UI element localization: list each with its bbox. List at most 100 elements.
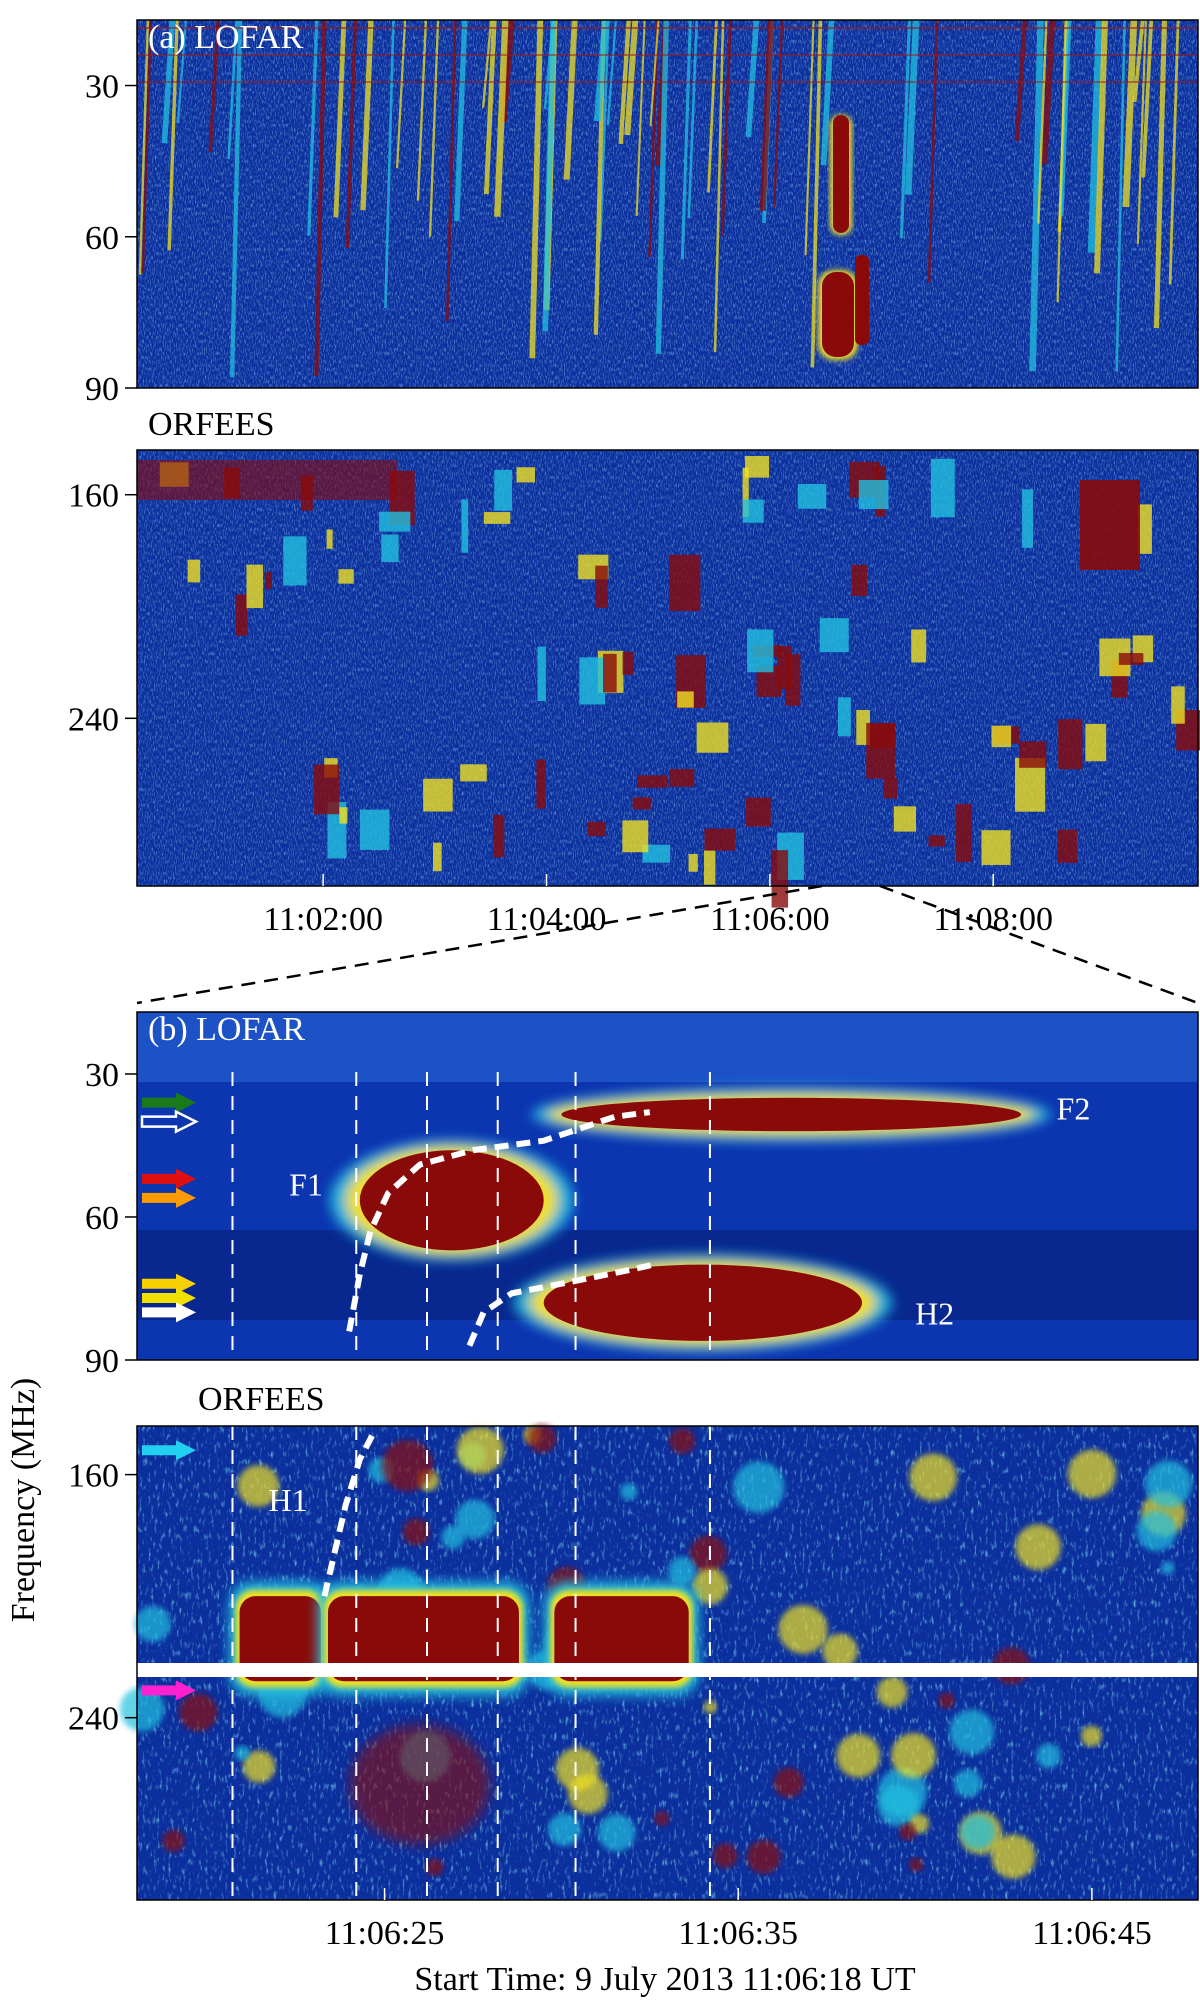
burst-streak <box>1037 19 1048 224</box>
burst-streak <box>141 19 153 274</box>
orfees-patch <box>877 1785 920 1827</box>
orfees-patch <box>1019 741 1047 768</box>
orfees-patch <box>960 1815 996 1850</box>
orfees-patch <box>179 1693 218 1732</box>
orfees-patch <box>162 1829 185 1852</box>
panel-b-lofar-top-band <box>137 1012 1198 1082</box>
orfees-patch <box>838 697 851 737</box>
burst-streak <box>307 19 319 236</box>
orfees-patch <box>991 1834 1036 1879</box>
marker-arrow <box>142 1302 196 1323</box>
panel-b-orfees-fits <box>321 1430 377 1597</box>
panel-b-orfees-frame <box>136 1425 1199 1901</box>
marker-arrow <box>142 1187 196 1208</box>
orfees-patch <box>134 1605 171 1643</box>
burst-streak <box>635 19 646 217</box>
orfees-patch <box>689 1535 727 1573</box>
marker-arrow <box>142 1680 196 1701</box>
orfees-patch <box>742 499 764 523</box>
orfees-patch <box>703 1700 718 1714</box>
x-tick-label: 11:06:35 <box>678 1915 798 1952</box>
orfees-patch <box>426 1858 444 1877</box>
panel-a-lofar: (a) LOFAR 30 60 90 <box>85 19 1199 408</box>
orfees-patch <box>527 1424 557 1453</box>
orfees-patch <box>455 1499 495 1539</box>
orfees-patch <box>928 835 945 847</box>
panel-a-label: (a) LOFAR <box>148 19 303 56</box>
orfees-patch <box>691 1568 728 1605</box>
orfees-patch <box>891 1732 936 1778</box>
y-tick-label: 240 <box>68 701 119 738</box>
y-tick-label: 160 <box>68 1458 119 1495</box>
orfees-patch <box>744 456 770 478</box>
panel-a-intense-burst <box>818 115 869 360</box>
orfees-patch <box>339 807 348 824</box>
marker-arrow <box>140 1109 199 1134</box>
orfees-patch <box>876 1676 908 1708</box>
orfees-patch <box>773 1767 804 1798</box>
burst-streak <box>227 19 238 160</box>
marker-arrow <box>142 1092 196 1113</box>
burst-streak <box>624 19 639 136</box>
orfees-patch <box>537 646 546 701</box>
orfees-patch <box>137 460 397 500</box>
orfees-patch <box>703 850 716 885</box>
orfees-patch <box>669 554 701 611</box>
orfees-patch <box>1085 723 1107 762</box>
orfees-patch <box>119 1687 165 1732</box>
orfees-patch <box>851 564 868 596</box>
orfees-patch <box>265 572 273 589</box>
burst-streak <box>360 19 374 211</box>
burst-streak <box>759 19 774 211</box>
panel-b-orfees-white-gap <box>137 1663 1198 1677</box>
feature-core <box>327 1596 519 1682</box>
burst-streak <box>167 19 179 251</box>
burst-streak <box>483 19 497 195</box>
orfees-patch <box>1136 1511 1177 1552</box>
orfees-patch <box>746 1840 781 1874</box>
burst-streak <box>1029 19 1044 372</box>
burst-streak <box>176 19 187 123</box>
orfees-patch <box>949 1709 995 1755</box>
orfees-patch <box>1118 653 1144 665</box>
orfees-patch <box>742 467 749 517</box>
panel-a-x-ticks: 11:02:00 11:04:00 11:06:00 11:08:00 <box>263 874 1053 938</box>
burst-streak <box>899 19 912 238</box>
panel-a-y-ticks: 30 60 90 <box>85 69 137 408</box>
orfees-patch <box>909 1453 957 1501</box>
y-tick-label: 60 <box>85 1200 119 1237</box>
orfees-patch <box>338 569 354 584</box>
orfees-patch <box>785 654 801 706</box>
orfees-patch <box>283 536 307 586</box>
panel-b-orfees-arrows <box>142 1440 196 1701</box>
orfees-patch <box>836 1733 881 1778</box>
orfees-patch <box>733 1461 785 1513</box>
orfees-patch <box>654 1810 670 1826</box>
panel-a-orfees-texture <box>137 450 1198 886</box>
orfees-patch <box>797 483 827 509</box>
orfees-patch <box>981 830 1011 865</box>
burst-streak <box>927 19 939 283</box>
panel-b-orfees-annotations: H1 <box>268 1482 307 1518</box>
orfees-patch <box>819 618 849 653</box>
orfees-patch <box>938 1692 955 1709</box>
zoom-lines <box>136 884 1199 1005</box>
panel-b-frame <box>136 1011 1199 1361</box>
burst-streak <box>208 19 220 153</box>
panel-a-orfees-frame <box>136 449 1199 887</box>
orfees-patch <box>668 1556 697 1585</box>
orfees-patch <box>246 564 264 609</box>
burst-streak <box>384 19 395 309</box>
orfees-patch <box>516 467 536 483</box>
burst-streak <box>1059 19 1072 217</box>
y-tick-label: 30 <box>85 69 119 106</box>
orfees-patch <box>494 469 513 511</box>
orfees-patch <box>893 806 917 832</box>
orfees-patch <box>747 629 774 673</box>
burst-streak <box>904 19 920 195</box>
panel-a-rfi-lines <box>137 27 1198 83</box>
orfees-patch <box>555 1747 599 1791</box>
orfees-patch <box>595 565 608 608</box>
orfees-patch <box>1015 1524 1062 1570</box>
